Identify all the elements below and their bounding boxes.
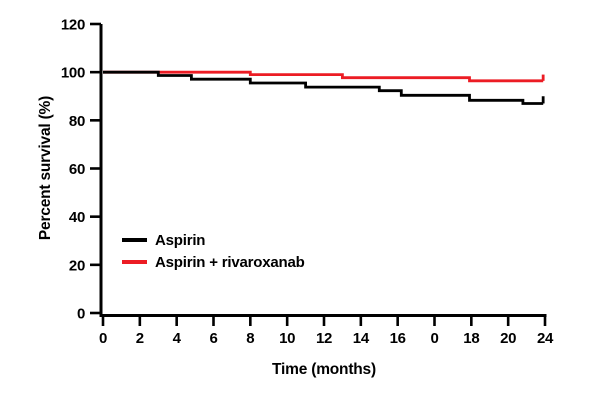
x-tick-label: 14: [353, 330, 370, 347]
x-tick-label: 2: [136, 330, 144, 347]
y-tick-label: 20: [69, 257, 85, 274]
legend-swatch-aspirin-line: [122, 238, 147, 242]
y-tick-label: 0: [77, 306, 85, 323]
x-tick-label: 0: [99, 330, 107, 347]
legend: Aspirin Aspirin + rivaroxanab: [122, 229, 305, 273]
y-axis-title: Percent survival (%): [37, 95, 54, 241]
y-tick-label: 40: [69, 209, 85, 226]
y-tick-label: 100: [61, 65, 85, 82]
x-tick-label: 18: [463, 330, 479, 347]
x-tick-label: 4: [173, 330, 182, 347]
legend-label-aspirin: Aspirin: [155, 231, 206, 249]
x-tick-label: 6: [209, 330, 217, 347]
x-axis-title: Time (months): [272, 361, 376, 378]
legend-swatch-rivaroxanab-line: [122, 260, 147, 264]
x-tick-label: 20: [500, 330, 516, 347]
y-tick-label: 60: [69, 161, 85, 178]
y-tick-label: 120: [61, 17, 85, 34]
legend-label-aspirin-rivaroxanab: Aspirin + rivaroxanab: [155, 253, 305, 271]
series-line-aspirin-rivaroxanab: [103, 70, 544, 83]
x-tick-label: 24: [537, 330, 554, 347]
y-tick-label: 80: [69, 113, 85, 130]
legend-item-aspirin: Aspirin: [122, 229, 305, 251]
series-line-aspirin: [103, 70, 544, 105]
x-tick-label: 16: [390, 330, 406, 347]
x-tick-label: 10: [279, 330, 295, 347]
legend-item-aspirin-rivaroxanab: Aspirin + rivaroxanab: [122, 251, 305, 273]
x-tick-label: 0: [430, 330, 438, 347]
x-tick-label: 8: [246, 330, 254, 347]
x-tick-label: 12: [316, 330, 332, 347]
